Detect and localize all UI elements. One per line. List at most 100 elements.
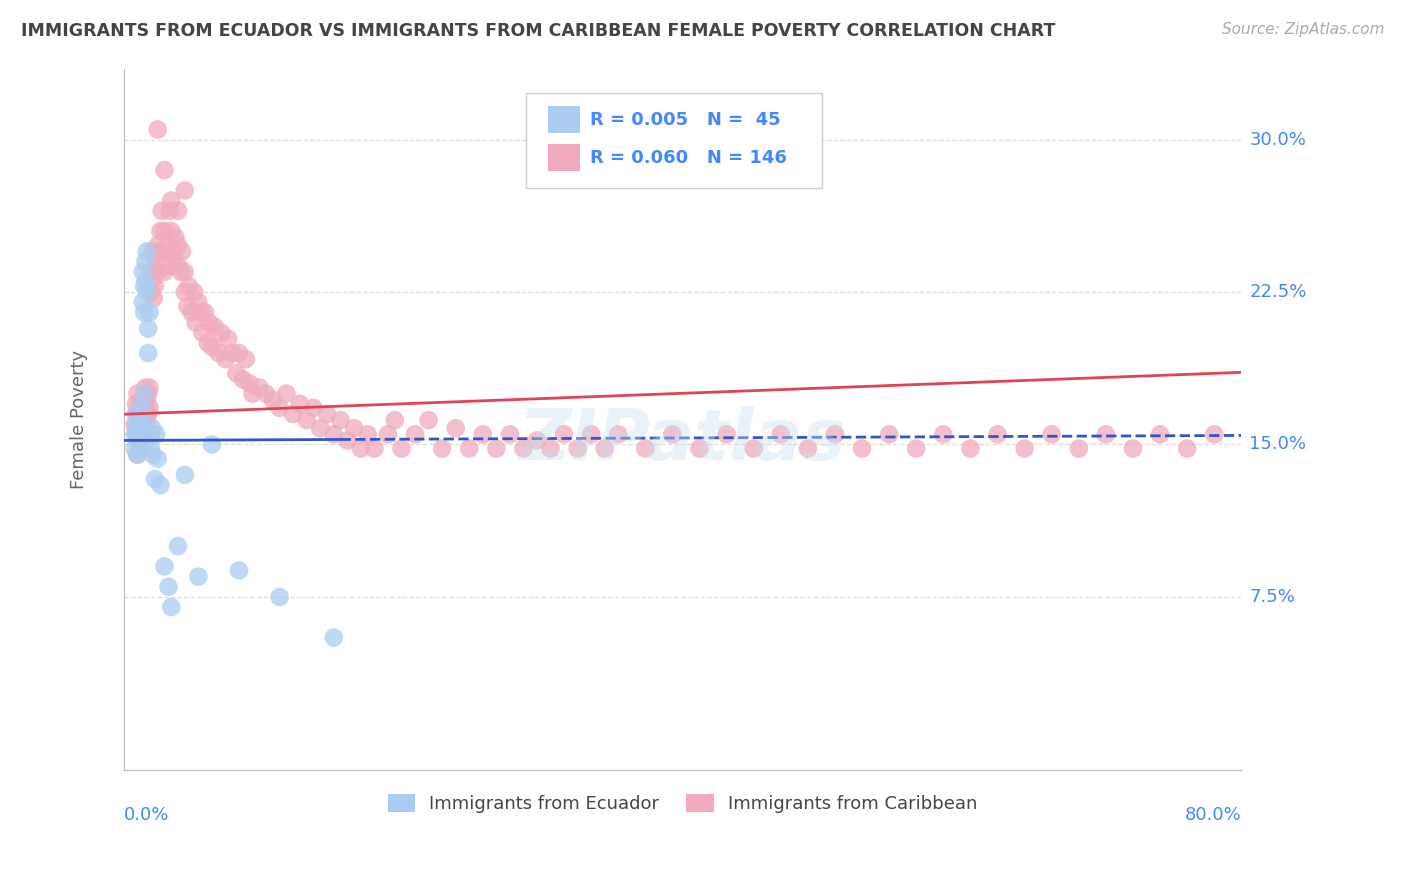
Point xyxy=(143,279,166,293)
Point xyxy=(959,442,981,456)
Point xyxy=(135,244,157,259)
Point xyxy=(124,427,146,442)
Point xyxy=(125,397,148,411)
Point xyxy=(135,392,157,407)
Point xyxy=(316,407,339,421)
Point xyxy=(125,427,148,442)
Point xyxy=(160,600,183,615)
Point xyxy=(540,442,562,456)
Point xyxy=(281,407,304,421)
Point xyxy=(132,417,155,432)
Point xyxy=(125,421,148,435)
Point xyxy=(177,279,200,293)
Point xyxy=(131,417,153,432)
Point xyxy=(262,392,284,407)
Point xyxy=(228,346,250,360)
Text: 80.0%: 80.0% xyxy=(1185,806,1241,824)
Text: 0.0%: 0.0% xyxy=(124,806,169,824)
Point xyxy=(1149,427,1171,442)
Point xyxy=(128,417,150,432)
Point xyxy=(129,401,152,415)
Point xyxy=(127,448,149,462)
Point xyxy=(124,442,146,456)
Point xyxy=(851,442,873,456)
Text: 7.5%: 7.5% xyxy=(1250,588,1295,606)
Point xyxy=(225,367,247,381)
Point xyxy=(228,564,250,578)
Point xyxy=(160,194,183,208)
Point xyxy=(127,386,149,401)
Point xyxy=(553,427,575,442)
Point xyxy=(191,326,214,340)
Point xyxy=(176,299,198,313)
Point xyxy=(143,251,166,265)
Point xyxy=(134,275,156,289)
Point xyxy=(132,295,155,310)
Point xyxy=(146,238,169,252)
Point xyxy=(134,381,156,395)
Point xyxy=(141,244,163,259)
Point xyxy=(135,413,157,427)
Point xyxy=(134,305,156,319)
Point xyxy=(689,442,711,456)
Point xyxy=(146,265,169,279)
Point xyxy=(198,316,221,330)
Point xyxy=(128,427,150,442)
Point xyxy=(797,442,820,456)
Text: Source: ZipAtlas.com: Source: ZipAtlas.com xyxy=(1222,22,1385,37)
Point xyxy=(132,265,155,279)
Point xyxy=(124,417,146,432)
Point xyxy=(384,413,406,427)
Point xyxy=(129,413,152,427)
Point xyxy=(187,295,209,310)
Point xyxy=(418,413,440,427)
FancyBboxPatch shape xyxy=(526,93,823,187)
Point xyxy=(201,340,224,354)
Point xyxy=(160,224,183,238)
Point xyxy=(170,265,193,279)
Point xyxy=(173,467,195,482)
Point xyxy=(769,427,792,442)
Point xyxy=(139,427,162,442)
Point xyxy=(131,407,153,421)
Point xyxy=(132,397,155,411)
Point xyxy=(391,442,413,456)
Point xyxy=(905,442,928,456)
Point xyxy=(877,427,900,442)
Point xyxy=(127,407,149,421)
Point xyxy=(404,427,426,442)
Point xyxy=(153,224,176,238)
Bar xyxy=(548,106,579,133)
Point xyxy=(197,335,219,350)
Point xyxy=(150,203,173,218)
Point xyxy=(153,265,176,279)
Point xyxy=(127,427,149,442)
Point xyxy=(173,285,195,299)
Point xyxy=(131,401,153,415)
Point xyxy=(143,472,166,486)
Point xyxy=(201,437,224,451)
Point xyxy=(302,401,325,415)
Legend: Immigrants from Ecuador, Immigrants from Caribbean: Immigrants from Ecuador, Immigrants from… xyxy=(381,787,984,821)
Point xyxy=(742,442,765,456)
Point xyxy=(485,442,508,456)
Point xyxy=(128,407,150,421)
Point xyxy=(153,163,176,178)
Point xyxy=(526,434,548,448)
Point xyxy=(146,122,169,136)
Point xyxy=(567,442,589,456)
Text: 30.0%: 30.0% xyxy=(1250,130,1306,149)
Point xyxy=(356,427,378,442)
Text: 15.0%: 15.0% xyxy=(1250,435,1306,453)
Point xyxy=(136,386,159,401)
Text: R = 0.005   N =  45: R = 0.005 N = 45 xyxy=(591,111,780,128)
Point xyxy=(329,413,352,427)
Point xyxy=(167,203,190,218)
Point xyxy=(157,259,180,273)
Point xyxy=(167,259,190,273)
Text: 22.5%: 22.5% xyxy=(1250,283,1306,301)
Point xyxy=(1095,427,1118,442)
Point xyxy=(159,203,181,218)
Point xyxy=(160,244,183,259)
Point xyxy=(149,224,172,238)
